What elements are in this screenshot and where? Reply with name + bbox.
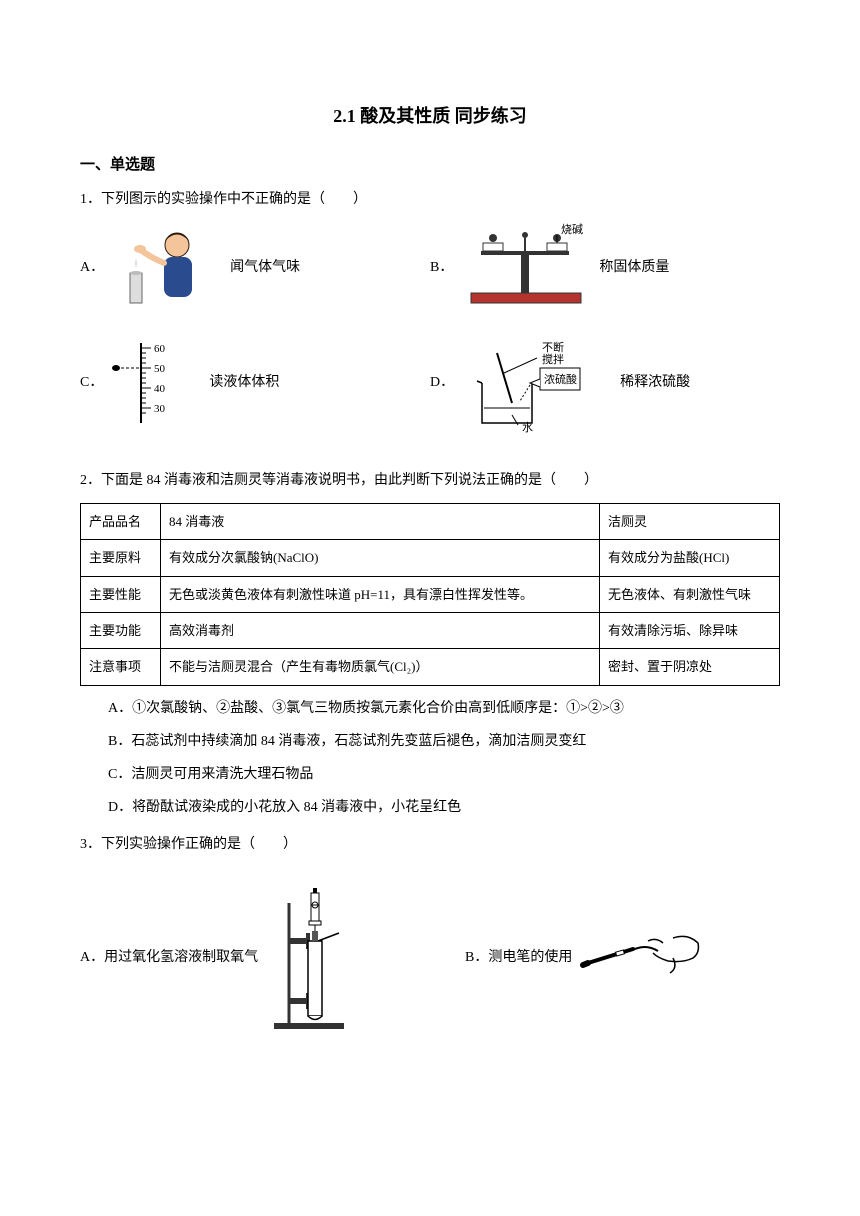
q1-option-b: B． 烧碱 称固体质量 [430, 223, 780, 313]
table-row: 主要功能 高效消毒剂 有效清除污垢、除异味 [81, 612, 780, 648]
option-label: D． [430, 370, 454, 395]
table-row: 产品品名 84 消毒液 洁厕灵 [81, 503, 780, 539]
question-2: 2．下面是 84 消毒液和洁厕灵等消毒液说明书，由此判断下列说法正确的是（ ） … [80, 468, 780, 821]
dilute-acid-diagram: 不断 搅拌 浓硫酸 水 [462, 333, 612, 433]
table-cell: 不能与洁厕灵混合（产生有毒物质氯气(Cl₂)） [161, 649, 600, 685]
option-label: C． [80, 370, 103, 395]
svg-text:50: 50 [154, 363, 166, 375]
q1-stem: 1．下列图示的实验操作中不正确的是（ ） [80, 187, 780, 212]
q1-option-a: A． 闻气体气味 [80, 223, 430, 313]
option-caption: 称固体质量 [599, 255, 669, 280]
table-cell: 有效清除污垢、除异味 [600, 612, 780, 648]
q2-table: 产品品名 84 消毒液 洁厕灵 主要原料 有效成分次氯酸钠(NaClO) 有效成… [80, 503, 780, 686]
table-cell: 产品品名 [81, 503, 161, 539]
table-cell: 注意事项 [81, 649, 161, 685]
table-cell: 洁厕灵 [600, 503, 780, 539]
q1-option-d: D． 不断 搅拌 浓硫酸 水 稀释浓硫酸 [430, 333, 780, 433]
q2-option-d: D．将酚酞试液染成的小花放入 84 消毒液中，小花呈红色 [108, 795, 780, 820]
table-row: 注意事项 不能与洁厕灵混合（产生有毒物质氯气(Cl₂)） 密封、置于阴凉处 [81, 649, 780, 685]
svg-text:搅拌: 搅拌 [542, 352, 564, 366]
table-cell: 无色或淡黄色液体有刺激性味道 pH=11，具有漂白性挥发性等。 [161, 576, 600, 612]
q2-option-b: B．石蕊试剂中持续滴加 84 消毒液，石蕊试剂先变蓝后褪色，滴加洁厕灵变红 [108, 729, 780, 754]
question-1: 1．下列图示的实验操作中不正确的是（ ） A． 闻气体气味 B． [80, 187, 780, 452]
table-cell: 有效成分次氯酸钠(NaClO) [161, 540, 600, 576]
option-label: A．用过氧化氢溶液制取氧气 [80, 945, 258, 970]
balance-diagram: 烧碱 [461, 223, 591, 313]
option-caption: 读液体体积 [209, 370, 279, 395]
question-3: 3．下列实验操作正确的是（ ） A．用过氧化氢溶液制取氧气 [80, 832, 780, 1032]
table-cell: 无色液体、有刺激性气味 [600, 576, 780, 612]
smell-gas-diagram [112, 223, 222, 313]
table-cell: 主要原料 [81, 540, 161, 576]
cylinder-diagram: 60 50 40 30 [111, 338, 201, 428]
svg-text:浓硫酸: 浓硫酸 [544, 372, 577, 386]
q3-stem: 3．下列实验操作正确的是（ ） [80, 832, 780, 857]
table-row: 主要原料 有效成分次氯酸钠(NaClO) 有效成分为盐酸(HCl) [81, 540, 780, 576]
table-row: 主要性能 无色或淡黄色液体有刺激性味道 pH=11，具有漂白性挥发性等。 无色液… [81, 576, 780, 612]
option-label: A． [80, 255, 104, 280]
q3-option-b: B．测电笔的使用 [465, 883, 780, 1033]
option-label: B．测电笔的使用 [465, 945, 572, 970]
option-caption: 闻气体气味 [230, 255, 300, 280]
q2-option-c: C．洁厕灵可用来清洗大理石物品 [108, 762, 780, 787]
oxygen-apparatus-diagram [264, 883, 364, 1033]
table-cell: 主要性能 [81, 576, 161, 612]
balance-label-text: 烧碱 [561, 223, 583, 236]
svg-text:不断: 不断 [542, 340, 564, 354]
table-cell: 主要功能 [81, 612, 161, 648]
table-cell: 84 消毒液 [161, 503, 600, 539]
q1-option-c: C． 60 50 40 30 [80, 333, 430, 433]
svg-text:30: 30 [154, 403, 166, 415]
table-cell: 高效消毒剂 [161, 612, 600, 648]
option-caption: 稀释浓硫酸 [620, 370, 690, 395]
svg-text:60: 60 [154, 343, 166, 355]
test-pen-diagram [578, 923, 708, 993]
section-header: 一、单选题 [80, 152, 780, 179]
option-label: B． [430, 255, 453, 280]
table-cell: 密封、置于阴凉处 [600, 649, 780, 685]
q2-option-a: A．①次氯酸钠、②盐酸、③氯气三物质按氯元素化合价由高到低顺序是：①>②>③ [108, 696, 780, 721]
table-cell: 有效成分为盐酸(HCl) [600, 540, 780, 576]
q2-stem: 2．下面是 84 消毒液和洁厕灵等消毒液说明书，由此判断下列说法正确的是（ ） [80, 468, 780, 493]
page-title: 2.1 酸及其性质 同步练习 [80, 100, 780, 132]
svg-text:40: 40 [154, 383, 166, 395]
svg-text:水: 水 [522, 421, 533, 433]
q3-option-a: A．用过氧化氢溶液制取氧气 [80, 883, 465, 1033]
